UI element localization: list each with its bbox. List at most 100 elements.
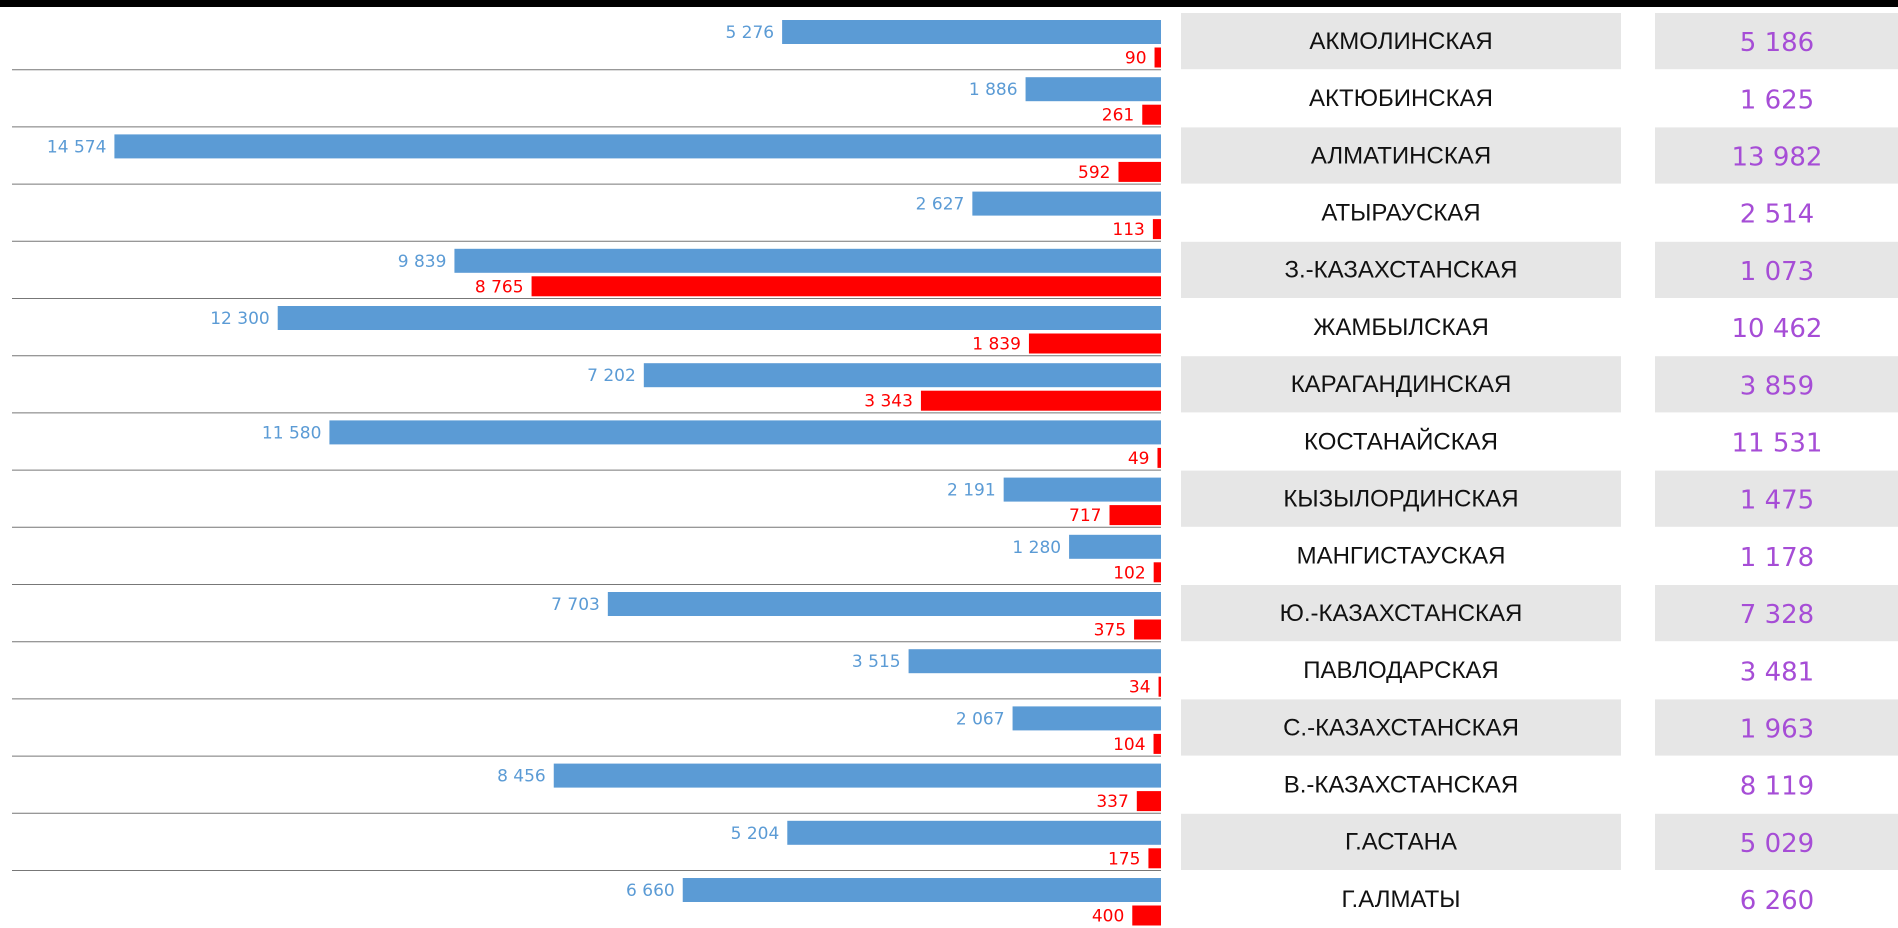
bar — [1136, 791, 1161, 812]
value-label: 8 456 — [497, 767, 546, 787]
top-bar — [0, 0, 1898, 7]
bar — [1003, 477, 1161, 502]
value-label: 11 580 — [262, 423, 321, 443]
bar — [607, 592, 1161, 616]
value-label: 3 515 — [852, 652, 901, 672]
region-name: ПАВЛОДАРСКАЯ — [1303, 657, 1499, 684]
bar — [1118, 161, 1161, 182]
region-value: 13 982 — [1732, 143, 1823, 173]
region-value: 10 462 — [1732, 314, 1823, 344]
bar — [972, 191, 1161, 216]
bar — [277, 306, 1161, 330]
value-label: 375 — [1094, 621, 1126, 641]
region-name: АТЫРАУСКАЯ — [1321, 200, 1480, 227]
region-value: 1 073 — [1740, 257, 1814, 287]
bar — [1142, 104, 1161, 125]
value-label: 261 — [1102, 106, 1134, 126]
value-cell — [1655, 585, 1898, 642]
region-value: 8 119 — [1740, 772, 1814, 802]
bar — [1158, 676, 1161, 697]
region-name: Ю.-КАЗАХСТАНСКАЯ — [1280, 600, 1523, 627]
value-label: 2 191 — [947, 481, 996, 501]
bar — [682, 878, 1161, 902]
region-name: Г.АЛМАТЫ — [1341, 886, 1460, 913]
name-cell — [1181, 13, 1621, 70]
region-value: 1 178 — [1740, 543, 1814, 573]
bar — [1069, 534, 1161, 559]
value-label: 5 204 — [731, 824, 780, 844]
region-value: 3 859 — [1740, 371, 1814, 401]
region-value: 11 531 — [1732, 429, 1823, 459]
region-name: КАРАГАНДИНСКАЯ — [1291, 371, 1512, 398]
name-cell — [1181, 699, 1621, 756]
bar — [782, 20, 1161, 44]
region-value: 1 625 — [1740, 85, 1814, 115]
bar — [643, 363, 1161, 388]
value-label: 400 — [1092, 907, 1124, 927]
value-label: 7 703 — [551, 595, 600, 615]
value-label: 337 — [1096, 792, 1128, 812]
bar — [1132, 905, 1161, 926]
bar — [908, 649, 1161, 674]
bar — [454, 248, 1162, 273]
bar — [329, 420, 1161, 445]
bar — [1012, 706, 1161, 731]
value-label: 9 839 — [398, 252, 447, 272]
value-label: 2 627 — [916, 195, 965, 215]
region-value: 1 475 — [1740, 486, 1814, 516]
bar — [531, 276, 1161, 297]
name-cell — [1181, 470, 1621, 527]
value-cell — [1655, 813, 1898, 870]
value-cell — [1655, 13, 1898, 70]
value-label: 14 574 — [47, 137, 106, 157]
value-label: 175 — [1108, 849, 1140, 869]
name-cell — [1181, 813, 1621, 870]
value-label: 49 — [1128, 449, 1150, 469]
region-name: КЫЗЫЛОРДИНСКАЯ — [1283, 486, 1518, 513]
region-name: МАНГИСТАУСКАЯ — [1297, 543, 1506, 570]
value-label: 717 — [1069, 506, 1101, 526]
value-cell — [1655, 470, 1898, 527]
region-value: 7 328 — [1740, 600, 1814, 630]
bar — [1109, 505, 1161, 526]
region-name: ЖАМБЫЛСКАЯ — [1313, 314, 1489, 341]
region-value: 3 481 — [1740, 657, 1814, 687]
bar — [1157, 447, 1161, 468]
value-label: 113 — [1112, 220, 1144, 240]
value-label: 6 660 — [626, 881, 675, 901]
name-cell — [1181, 585, 1621, 642]
value-cell — [1655, 241, 1898, 298]
value-label: 2 067 — [956, 709, 1005, 729]
region-name: АЛМАТИНСКАЯ — [1311, 142, 1491, 169]
value-label: 8 765 — [475, 277, 524, 297]
value-cell — [1655, 699, 1898, 756]
region-name: АКМОЛИНСКАЯ — [1309, 28, 1492, 55]
region-name: Г.АСТАНА — [1345, 829, 1457, 856]
name-cell — [1181, 356, 1621, 413]
value-cell — [1655, 127, 1898, 184]
bar — [1153, 733, 1161, 754]
name-cell — [1181, 127, 1621, 184]
value-label: 3 343 — [864, 392, 913, 412]
bar — [787, 820, 1161, 845]
region-name: АКТЮБИНСКАЯ — [1309, 85, 1493, 112]
region-value: 1 963 — [1740, 715, 1814, 745]
region-name: З.-КАЗАХСТАНСКАЯ — [1285, 257, 1518, 284]
bar — [114, 134, 1161, 159]
value-label: 90 — [1125, 49, 1147, 69]
region-value: 5 029 — [1740, 829, 1814, 859]
bar — [1025, 77, 1161, 102]
region-value: 5 186 — [1740, 28, 1814, 58]
name-cell — [1181, 241, 1621, 298]
bar — [1028, 333, 1161, 354]
value-label: 592 — [1078, 163, 1110, 183]
bar — [1152, 219, 1161, 240]
region-value: 6 260 — [1740, 886, 1814, 916]
value-label: 5 276 — [725, 23, 774, 43]
value-label: 104 — [1113, 735, 1145, 755]
value-label: 1 886 — [969, 80, 1018, 100]
value-label: 7 202 — [587, 366, 636, 386]
region-name: КОСТАНАЙСКАЯ — [1304, 427, 1498, 455]
